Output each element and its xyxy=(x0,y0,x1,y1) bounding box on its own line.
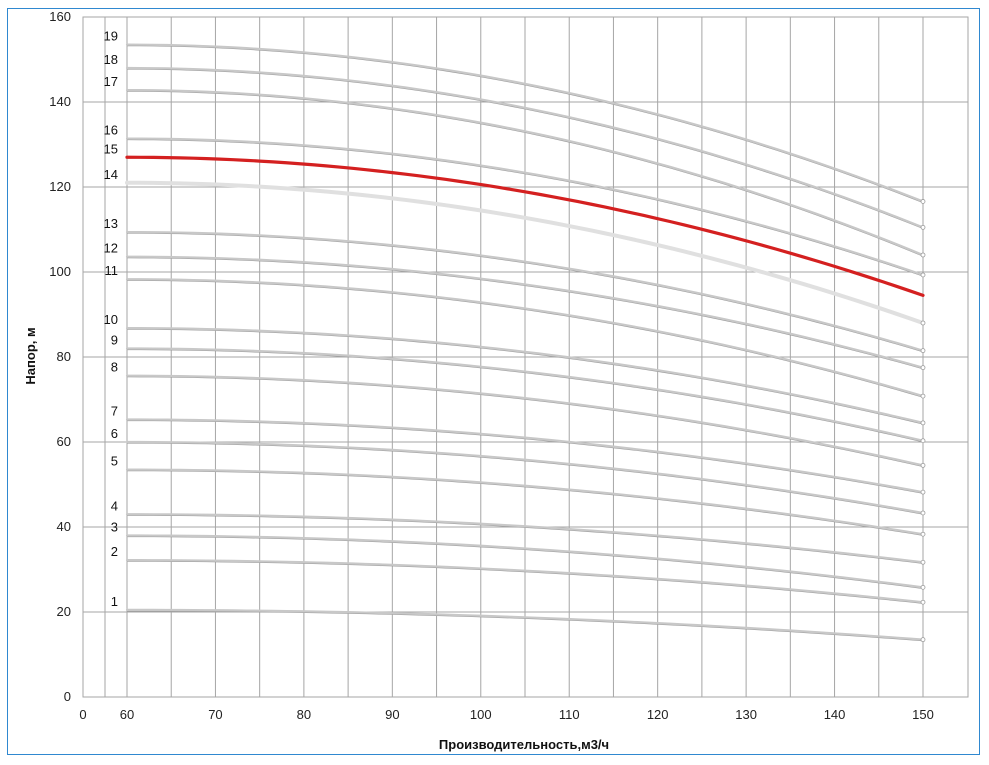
curve-label-3: 3 xyxy=(111,520,118,535)
curve-label-5: 5 xyxy=(111,454,118,469)
curve-19 xyxy=(125,43,925,203)
curve-2-end-marker xyxy=(920,599,926,605)
y-tick-label: 0 xyxy=(64,689,71,704)
curve-label-10: 10 xyxy=(104,312,118,327)
curve-12 xyxy=(125,255,925,369)
x-tick-label: 130 xyxy=(735,707,757,722)
curve-13 xyxy=(125,230,925,352)
curve-label-14: 14 xyxy=(104,167,118,182)
curve-1 xyxy=(125,608,925,641)
curve-label-16: 16 xyxy=(104,123,118,138)
y-tick-label: 140 xyxy=(49,94,71,109)
curve-label-6: 6 xyxy=(111,426,118,441)
y-tick-label: 100 xyxy=(49,264,71,279)
curve-4-end-marker xyxy=(920,559,926,565)
curve-18 xyxy=(125,66,925,229)
curve-label-13: 13 xyxy=(104,216,118,231)
curve-3-end-marker xyxy=(920,584,926,590)
curve-label-2: 2 xyxy=(111,544,118,559)
curve-label-7: 7 xyxy=(111,403,118,418)
curve-7 xyxy=(125,418,925,494)
curve-label-15: 15 xyxy=(104,141,118,156)
curve-15 xyxy=(125,155,925,297)
curve-14 xyxy=(125,180,925,325)
curve-1-end-marker xyxy=(920,637,926,643)
curve-18-end-marker xyxy=(920,224,926,230)
x-axis-title: Производительность,м3/ч xyxy=(439,737,609,752)
y-axis-title: Напор, м xyxy=(23,327,38,384)
grid xyxy=(82,16,969,698)
curve-17-end-marker xyxy=(920,252,926,258)
curve-16-end-marker xyxy=(920,272,926,278)
curve-10-end-marker xyxy=(920,420,926,426)
curve-label-8: 8 xyxy=(111,360,118,375)
curve-label-4: 4 xyxy=(111,498,118,513)
curve-8 xyxy=(125,374,925,467)
curve-3 xyxy=(125,534,925,589)
x-tick-label: 120 xyxy=(647,707,669,722)
curve-13-end-marker xyxy=(920,348,926,354)
curve-6 xyxy=(125,440,925,515)
curve-label-9: 9 xyxy=(111,333,118,348)
curve-19-end-marker xyxy=(920,199,926,204)
curve-11 xyxy=(125,278,925,398)
y-tick-label: 40 xyxy=(57,519,71,534)
curve-label-1: 1 xyxy=(111,594,118,609)
x-tick-label: 140 xyxy=(824,707,846,722)
curve-11-end-marker xyxy=(920,393,926,399)
curve-8-end-marker xyxy=(920,462,926,468)
curves xyxy=(125,43,926,643)
curve-14-end-marker xyxy=(920,320,926,326)
y-tick-label: 120 xyxy=(49,179,71,194)
curve-5-end-marker xyxy=(920,531,926,537)
plot-border xyxy=(82,16,969,698)
curve-label-12: 12 xyxy=(104,241,118,256)
x-tick-label: 90 xyxy=(385,707,399,722)
x-tick-label: 0 xyxy=(79,707,86,722)
y-tick-label: 160 xyxy=(49,9,71,24)
curve-12-end-marker xyxy=(920,365,926,371)
x-tick-label: 60 xyxy=(120,707,134,722)
curve-label-17: 17 xyxy=(104,74,118,89)
curve-6-end-marker xyxy=(920,510,926,516)
x-tick-label: 80 xyxy=(297,707,311,722)
x-tick-label: 70 xyxy=(208,707,222,722)
x-tick-label: 100 xyxy=(470,707,492,722)
x-tick-label: 150 xyxy=(912,707,934,722)
curve-9 xyxy=(125,347,925,442)
y-tick-label: 60 xyxy=(57,434,71,449)
y-tick-label: 80 xyxy=(57,349,71,364)
curve-label-18: 18 xyxy=(104,52,118,67)
curve-9-end-marker xyxy=(920,438,926,444)
curve-16 xyxy=(125,137,925,277)
curve-2 xyxy=(125,559,925,604)
curve-5 xyxy=(125,468,925,536)
curve-label-11: 11 xyxy=(105,263,119,278)
curve-10 xyxy=(125,327,925,424)
x-tick-label: 110 xyxy=(559,707,580,722)
curve-label-19: 19 xyxy=(104,29,118,44)
curve-7-end-marker xyxy=(920,489,926,495)
chart-frame xyxy=(7,8,980,755)
curve-17 xyxy=(125,89,925,257)
curve-4 xyxy=(125,513,925,564)
y-tick-label: 20 xyxy=(57,604,71,619)
